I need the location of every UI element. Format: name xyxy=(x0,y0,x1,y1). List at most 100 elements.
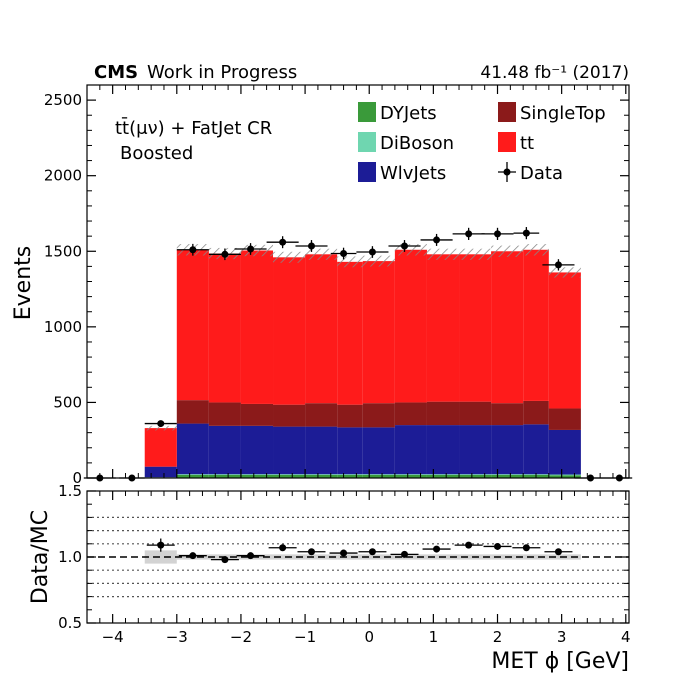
data-point-6 xyxy=(266,236,299,249)
bar-diboson-bin-10 xyxy=(394,474,427,475)
x-tick-label: −2 xyxy=(230,628,252,646)
x-tick-label: 4 xyxy=(621,628,631,646)
data-point-10 xyxy=(388,240,421,252)
bar-dyjets-bin-11 xyxy=(426,474,460,478)
uncertainty-hatch-bin-13 xyxy=(491,245,524,257)
bar-dyjets-bin-8 xyxy=(337,474,363,478)
legend-item-dyjets: DYJets xyxy=(358,102,437,124)
ratio-axis-ticks: 0.5 1.0 1.5 −4 −3 −2 −1 0 1 2 3 4 xyxy=(58,482,630,646)
data-point-7 xyxy=(295,240,328,252)
x-axis-title: MET ϕ [GeV] xyxy=(491,649,629,674)
bar-tt-bin-2 xyxy=(144,428,177,467)
uncertainty-hatch-bin-9 xyxy=(362,255,395,267)
bar-diboson-bin-4 xyxy=(208,474,241,475)
bar-dyjets-bin-15 xyxy=(548,475,581,478)
uncertainty-hatch-bin-2 xyxy=(144,425,177,431)
x-tick-label: −4 xyxy=(102,628,124,646)
bar-wlvjets-bin-3 xyxy=(176,423,209,475)
data-point-5 xyxy=(234,243,267,255)
x-tick-label: 3 xyxy=(557,628,567,646)
legend-item-singletop: SingleTop xyxy=(498,102,606,124)
bar-singletop-bin-4 xyxy=(208,402,241,426)
ratio-y-tick-label: 1.0 xyxy=(58,548,82,566)
ratio-band-bin-8 xyxy=(337,554,363,560)
legend-item-diboson: DiBoson xyxy=(358,132,454,154)
ratio-point-12 xyxy=(512,544,541,552)
data-point-12 xyxy=(452,227,485,240)
data-point-15 xyxy=(542,259,575,271)
y-tick-label: 2000 xyxy=(44,167,82,185)
data-point-2 xyxy=(144,420,177,428)
ratio-point-9 xyxy=(422,545,451,553)
ratio-point-6 xyxy=(329,549,358,557)
ratio-point-0 xyxy=(146,538,175,552)
svg-text:Data: Data xyxy=(520,163,563,184)
svg-text:tt: tt xyxy=(520,133,534,154)
x-tick-label: −1 xyxy=(294,628,316,646)
bar-singletop-bin-11 xyxy=(426,401,460,426)
legend: DYJets SingleTop DiBoson tt WlvJets Data xyxy=(358,102,606,184)
bar-dyjets-bin-10 xyxy=(394,474,427,478)
bar-tt-bin-10 xyxy=(394,249,427,403)
bar-wlvjets-bin-9 xyxy=(362,427,395,475)
bar-tt-bin-14 xyxy=(523,249,549,401)
data-point-9 xyxy=(356,246,389,258)
bar-diboson-bin-9 xyxy=(362,474,395,475)
bar-wlvjets-bin-13 xyxy=(491,425,524,475)
legend-item-data: Data xyxy=(498,162,563,184)
data-point-13 xyxy=(481,227,514,240)
bar-wlvjets-bin-2 xyxy=(144,466,177,478)
uncertainty-hatch-bin-15 xyxy=(548,267,581,278)
bar-tt-bin-6 xyxy=(273,257,306,405)
x-tick-label: −3 xyxy=(166,628,188,646)
data-point-11 xyxy=(420,233,453,246)
bar-diboson-bin-11 xyxy=(426,474,460,475)
bar-singletop-bin-8 xyxy=(337,404,363,428)
y-tick-label: 1500 xyxy=(44,242,82,260)
svg-text:SingleTop: SingleTop xyxy=(520,103,606,124)
ratio-point-13 xyxy=(544,548,573,556)
bar-wlvjets-bin-11 xyxy=(426,425,460,475)
ratio-band-bin-14 xyxy=(523,554,549,560)
bar-dyjets-bin-7 xyxy=(305,474,338,478)
bar-tt-bin-3 xyxy=(176,249,209,401)
bar-tt-bin-9 xyxy=(362,261,395,404)
data-point-14 xyxy=(513,227,540,240)
bar-singletop-bin-3 xyxy=(176,400,209,424)
bar-singletop-bin-15 xyxy=(548,408,581,430)
bar-dyjets-bin-4 xyxy=(208,474,241,478)
bar-diboson-bin-6 xyxy=(273,474,306,475)
uncertainty-hatch-bin-12 xyxy=(459,248,492,260)
bar-tt-bin-4 xyxy=(208,253,241,403)
bar-wlvjets-bin-14 xyxy=(523,424,549,475)
svg-text:DiBoson: DiBoson xyxy=(380,133,454,154)
bar-dyjets-bin-9 xyxy=(362,474,395,478)
ratio-grid-lines xyxy=(87,516,629,598)
bar-wlvjets-bin-7 xyxy=(305,426,338,475)
uncertainty-hatch-bin-14 xyxy=(523,244,549,256)
bar-dyjets-bin-3 xyxy=(176,474,209,478)
bar-diboson-bin-5 xyxy=(240,474,274,475)
data-point-3 xyxy=(176,243,209,256)
ratio-point-11 xyxy=(483,542,512,550)
bar-tt-bin-12 xyxy=(459,254,492,402)
bar-singletop-bin-9 xyxy=(362,403,395,428)
bar-dyjets-bin-12 xyxy=(459,474,492,478)
uncertainty-hatch-bin-6 xyxy=(273,251,306,263)
bar-diboson-bin-12 xyxy=(459,474,492,475)
region-sublabel: Boosted xyxy=(120,143,193,164)
bar-wlvjets-bin-15 xyxy=(548,429,581,475)
bar-tt-bin-11 xyxy=(426,254,460,402)
ratio-plot-area: 0.5 1.0 1.5 −4 −3 −2 −1 0 1 2 3 4 xyxy=(58,482,630,646)
bar-singletop-bin-6 xyxy=(273,404,306,427)
y-axis-title: Events xyxy=(11,246,36,321)
bar-wlvjets-bin-12 xyxy=(459,425,492,475)
bar-singletop-bin-13 xyxy=(491,403,524,426)
y-tick-label: 0 xyxy=(72,469,82,487)
bar-tt-bin-13 xyxy=(491,251,524,404)
ratio-point-5 xyxy=(297,548,326,556)
y-tick-label: 1000 xyxy=(44,318,82,336)
bar-wlvjets-bin-6 xyxy=(273,426,306,475)
ratio-point-2 xyxy=(210,556,239,564)
